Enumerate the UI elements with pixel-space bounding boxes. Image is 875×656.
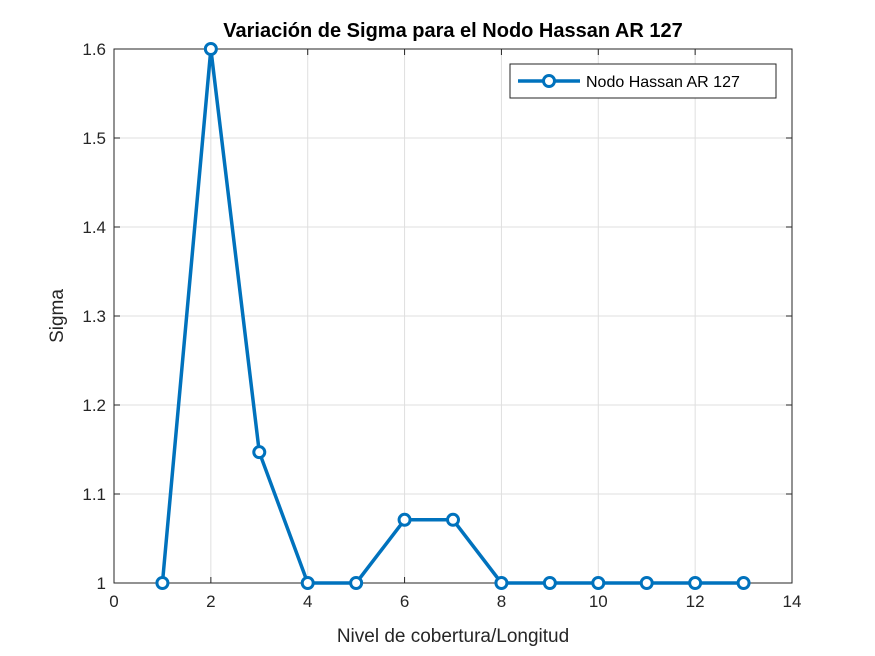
y-tick-label: 1.2 [82, 396, 106, 415]
data-point [639, 576, 654, 590]
x-tick-label: 14 [783, 592, 802, 611]
y-tick-label: 1.5 [82, 129, 106, 148]
y-axis-label: Sigma [47, 289, 68, 343]
x-tick-label: 0 [109, 592, 118, 611]
legend-marker [542, 74, 556, 88]
data-point [688, 576, 703, 590]
legend-entry-label: Nodo Hassan AR 127 [586, 74, 740, 91]
data-point [252, 445, 267, 460]
data-point [542, 576, 557, 590]
x-tick-label: 12 [686, 592, 705, 611]
x-ticks: 0 2 4 6 8 10 12 14 [109, 49, 801, 611]
series-group [155, 42, 751, 590]
x-tick-label: 8 [497, 592, 506, 611]
data-point [300, 576, 315, 590]
x-tick-label: 6 [400, 592, 409, 611]
y-tick-label: 1.4 [82, 218, 106, 237]
y-tick-label: 1.1 [82, 485, 106, 504]
chart-title: Variación de Sigma para el Nodo Hassan A… [223, 20, 682, 42]
x-tick-label: 2 [206, 592, 215, 611]
y-tick-label: 1.3 [82, 307, 106, 326]
legend: Nodo Hassan AR 127 [509, 63, 777, 99]
y-tick-label: 1.6 [82, 40, 106, 59]
y-ticks: 1 1.1 1.2 1.3 1.4 1.5 1.6 [82, 40, 792, 593]
data-point [203, 42, 218, 56]
x-tick-label: 4 [303, 592, 312, 611]
data-point [446, 512, 460, 527]
data-point [736, 576, 751, 590]
y-tick-label: 1 [97, 574, 106, 593]
data-point [591, 576, 606, 590]
x-axis-label: Nivel de cobertura/Longitud [337, 626, 569, 647]
data-point [494, 576, 509, 590]
x-tick-label: 10 [589, 592, 608, 611]
data-point [155, 576, 170, 590]
data-point [397, 512, 412, 527]
data-point [349, 576, 364, 590]
